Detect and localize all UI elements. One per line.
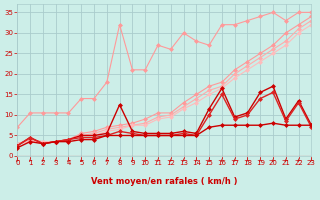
X-axis label: Vent moyen/en rafales ( km/h ): Vent moyen/en rafales ( km/h ) (91, 177, 238, 186)
